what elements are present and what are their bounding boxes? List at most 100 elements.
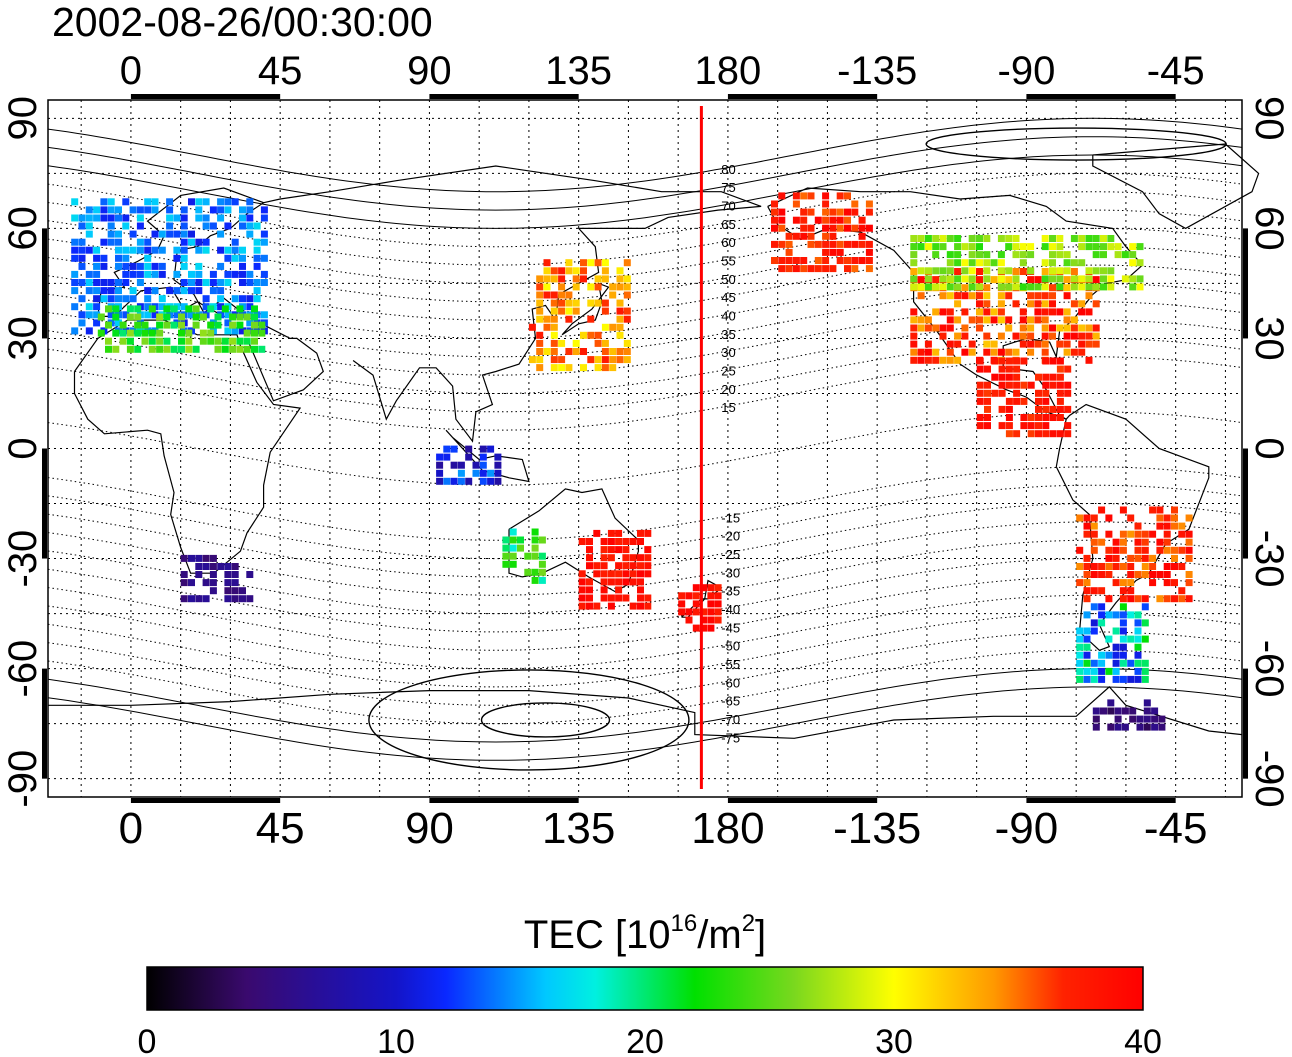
tec-cell bbox=[209, 563, 217, 570]
tec-cell bbox=[1070, 300, 1078, 308]
tec-cell bbox=[807, 208, 815, 216]
tec-cell bbox=[1005, 373, 1013, 381]
tec-cell bbox=[1013, 430, 1021, 438]
tec-cell bbox=[163, 337, 171, 345]
tec-cell bbox=[594, 259, 602, 267]
tec-cell bbox=[1056, 397, 1064, 405]
tec-cell bbox=[1041, 243, 1049, 251]
tec-cell bbox=[517, 544, 524, 552]
contour-label: -70 bbox=[721, 712, 740, 727]
frame-bar bbox=[429, 94, 579, 99]
tec-cell bbox=[260, 238, 268, 246]
tec-cell bbox=[1134, 627, 1142, 635]
tec-cell bbox=[144, 262, 152, 270]
tec-cell bbox=[707, 624, 715, 632]
tec-cell bbox=[494, 469, 502, 477]
tec-cell bbox=[528, 356, 536, 364]
tec-cell bbox=[107, 238, 115, 246]
tec-cell bbox=[1156, 595, 1164, 603]
tec-cell bbox=[93, 262, 101, 270]
tec-cell bbox=[997, 300, 1005, 308]
tec-cell bbox=[170, 345, 178, 353]
tec-cell bbox=[622, 562, 630, 570]
tec-cell bbox=[623, 339, 631, 347]
tec-cell bbox=[976, 259, 983, 267]
tec-cell bbox=[586, 554, 593, 562]
tec-cell bbox=[910, 324, 918, 332]
tec-cell bbox=[195, 270, 203, 278]
tec-cell bbox=[829, 216, 837, 224]
tec-cell bbox=[229, 337, 237, 345]
tec-cell bbox=[1090, 546, 1098, 554]
tec-cell bbox=[494, 461, 502, 469]
tec-cell bbox=[961, 332, 969, 340]
tec-cell bbox=[968, 251, 976, 259]
tec-cell bbox=[685, 592, 693, 600]
tec-cell bbox=[924, 243, 932, 251]
tec-cell bbox=[1092, 267, 1100, 275]
tec-cell bbox=[1107, 243, 1115, 251]
tec-cell bbox=[1027, 276, 1035, 284]
tec-cell bbox=[586, 562, 593, 570]
tec-cell bbox=[134, 305, 142, 313]
tec-cell bbox=[1098, 675, 1106, 683]
tec-cell bbox=[173, 254, 181, 262]
contour-line bbox=[47, 686, 1243, 761]
tec-cell bbox=[260, 206, 268, 214]
tec-cell bbox=[1056, 251, 1064, 259]
tec-cell bbox=[1042, 381, 1050, 389]
tec-cell bbox=[984, 365, 991, 373]
tec-cell bbox=[1012, 348, 1020, 356]
contour-line bbox=[480, 702, 611, 738]
frame-bar bbox=[1243, 228, 1248, 339]
tec-cell bbox=[195, 206, 203, 214]
tec-cell bbox=[202, 579, 210, 587]
tec-cell bbox=[939, 332, 947, 340]
tec-cell bbox=[1083, 667, 1091, 675]
tec-cell bbox=[600, 586, 608, 594]
tec-cell bbox=[1078, 275, 1086, 283]
tec-cell bbox=[984, 414, 991, 421]
tec-cell bbox=[100, 279, 108, 286]
tec-cell bbox=[616, 299, 624, 307]
tec-cell bbox=[199, 329, 207, 337]
tec-cell bbox=[126, 329, 134, 337]
tec-cell bbox=[1083, 595, 1091, 603]
tec-cell bbox=[1063, 332, 1071, 340]
tec-cell bbox=[558, 275, 566, 283]
tec-cell bbox=[1151, 715, 1159, 723]
tec-cell bbox=[1127, 675, 1135, 683]
contour-label: 15 bbox=[721, 400, 735, 415]
tec-cell bbox=[126, 313, 134, 321]
tec-cell bbox=[151, 287, 159, 295]
tec-cell bbox=[623, 283, 631, 291]
tec-cell bbox=[1035, 397, 1042, 405]
tec-cell bbox=[932, 324, 940, 332]
tec-cell bbox=[1035, 373, 1042, 381]
tec-cell bbox=[924, 275, 932, 283]
tec-cell bbox=[644, 554, 652, 562]
tec-cell bbox=[771, 240, 778, 248]
tec-cell bbox=[509, 544, 517, 552]
tec-cell bbox=[97, 313, 105, 321]
tec-cell bbox=[1114, 715, 1122, 723]
tec-cell bbox=[1019, 324, 1027, 332]
tec-cell bbox=[71, 303, 79, 311]
tec-cell bbox=[224, 246, 232, 254]
tec-cell bbox=[622, 546, 630, 554]
tec-cell bbox=[105, 337, 112, 345]
tec-cell bbox=[151, 206, 159, 214]
tec-cell bbox=[78, 246, 86, 254]
tec-cell bbox=[1056, 235, 1064, 242]
tec-cell bbox=[1056, 373, 1064, 381]
tec-cell bbox=[1092, 276, 1100, 284]
y-tick-label: -90 bbox=[1247, 750, 1291, 808]
tec-cell bbox=[1105, 514, 1113, 522]
tec-cell bbox=[976, 251, 983, 259]
tec-cell bbox=[1056, 430, 1064, 438]
y-tick-labels-left: 90 60 30 0 -30 -60 -90 bbox=[1, 96, 45, 808]
x-tick-labels-bottom: 0 45 90 135 180 -135 -90 -45 bbox=[119, 804, 1208, 853]
tec-cell bbox=[572, 267, 580, 275]
y-tick-labels-right: 90 60 30 0 -30 -60 -90 bbox=[1247, 96, 1291, 808]
tec-cell bbox=[1005, 422, 1013, 430]
